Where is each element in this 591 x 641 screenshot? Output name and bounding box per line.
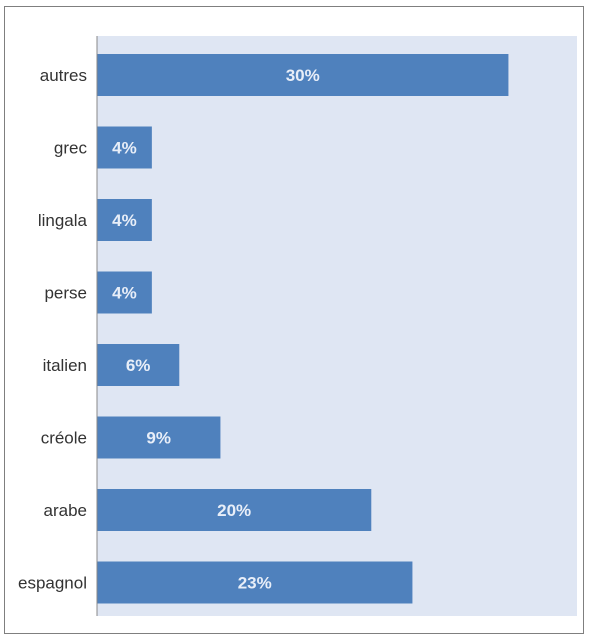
category-label: perse — [44, 284, 87, 303]
category-label: espagnol — [18, 574, 87, 593]
bar-arabe — [97, 489, 372, 531]
value-label: 6% — [126, 356, 151, 375]
category-label: lingala — [38, 211, 88, 230]
value-label: 23% — [238, 574, 272, 593]
category-label: créole — [41, 429, 87, 448]
value-label: 20% — [217, 501, 251, 520]
value-label: 30% — [286, 66, 320, 85]
bar-chart: autres 30% grec 4% lingala 4% perse 4% italien 6%… — [18, 36, 577, 616]
bar-perse — [97, 271, 152, 314]
bar-grec — [97, 126, 152, 169]
bars-group — [97, 54, 509, 604]
bar-lingala — [97, 199, 152, 241]
category-label: italien — [43, 356, 87, 375]
bar-créole — [97, 416, 221, 459]
value-label: 4% — [112, 139, 137, 158]
category-label: arabe — [44, 501, 87, 520]
category-label: autres — [40, 66, 87, 85]
bar-autres — [97, 54, 509, 96]
category-label: grec — [54, 139, 88, 158]
bar-espagnol — [97, 561, 413, 604]
value-label: 4% — [112, 284, 137, 303]
value-label: 4% — [112, 211, 137, 230]
chart-frame: autres 30% grec 4% lingala 4% perse 4% italien 6%… — [4, 6, 584, 634]
value-label: 9% — [146, 429, 171, 448]
bar-italien — [97, 344, 180, 386]
